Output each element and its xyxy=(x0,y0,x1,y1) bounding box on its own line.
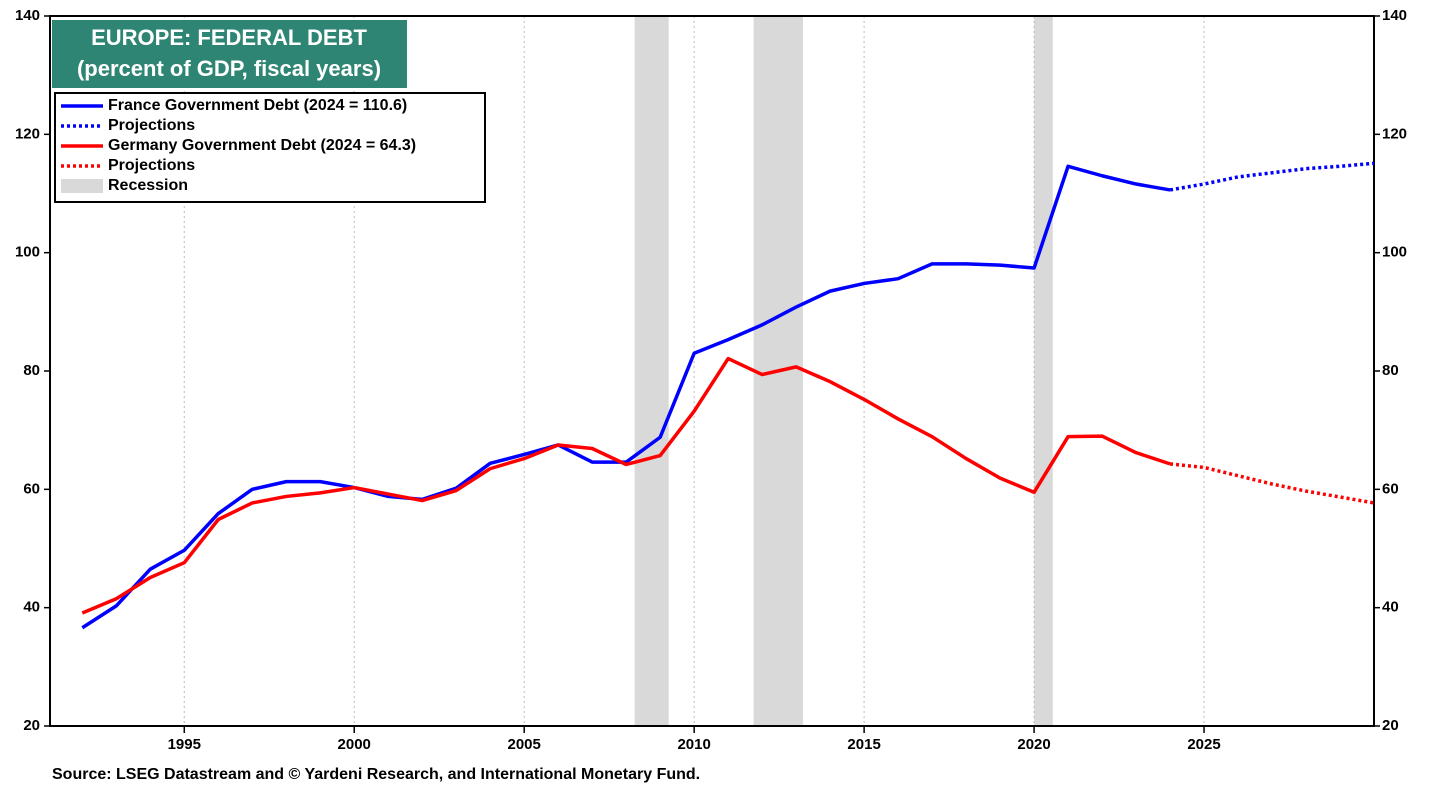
title-box xyxy=(52,20,407,88)
series-line xyxy=(81,164,1171,630)
legend-box xyxy=(54,92,486,203)
legend: France Government Debt (2024 = 110.6) Pro… xyxy=(61,97,416,194)
legend-swatch xyxy=(61,179,103,193)
series-line xyxy=(81,356,1171,615)
y-tick-label: 100 xyxy=(15,244,40,261)
legend-label: Germany Government Debt (2024 = 64.3) xyxy=(108,137,416,154)
y2-tick-label: 140 xyxy=(1382,7,1407,24)
x-tick-label: 2000 xyxy=(338,736,371,753)
y2-tick-label: 100 xyxy=(1382,244,1407,261)
x-tick-label: 1995 xyxy=(168,736,201,753)
legend-label: Projections xyxy=(108,117,195,134)
y-tick-label: 40 xyxy=(23,599,40,616)
x-tick-label: 2025 xyxy=(1187,736,1220,753)
y-tick-label: 20 xyxy=(23,717,40,734)
recession-band xyxy=(1034,16,1053,726)
y2-tick-label: 60 xyxy=(1382,480,1399,497)
y-tick-label: 60 xyxy=(23,480,40,497)
y2-tick-label: 80 xyxy=(1382,362,1399,379)
source-note: Source: LSEG Datastream and © Yardeni Re… xyxy=(52,766,700,783)
chart-subtitle: (percent of GDP, fiscal years) xyxy=(77,56,381,81)
x-tick-label: 2005 xyxy=(508,736,541,753)
y-tick-label: 80 xyxy=(23,362,40,379)
x-tick-label: 2010 xyxy=(677,736,710,753)
legend-label: Recession xyxy=(108,177,188,194)
y2-tick-label: 40 xyxy=(1382,599,1399,616)
series-line xyxy=(1169,462,1375,505)
legend-label: France Government Debt (2024 = 110.6) xyxy=(108,97,407,114)
chart-title: EUROPE: FEDERAL DEBT xyxy=(91,25,367,50)
x-tick-label: 2015 xyxy=(847,736,880,753)
y-tick-label: 140 xyxy=(15,7,40,24)
y-tick-label: 120 xyxy=(15,125,40,142)
y2-tick-label: 120 xyxy=(1382,125,1407,142)
recession-band xyxy=(634,16,669,726)
x-tick-label: 2020 xyxy=(1017,736,1050,753)
legend-label: Projections xyxy=(108,157,195,174)
y2-tick-label: 20 xyxy=(1382,717,1399,734)
series-line xyxy=(1169,161,1375,192)
